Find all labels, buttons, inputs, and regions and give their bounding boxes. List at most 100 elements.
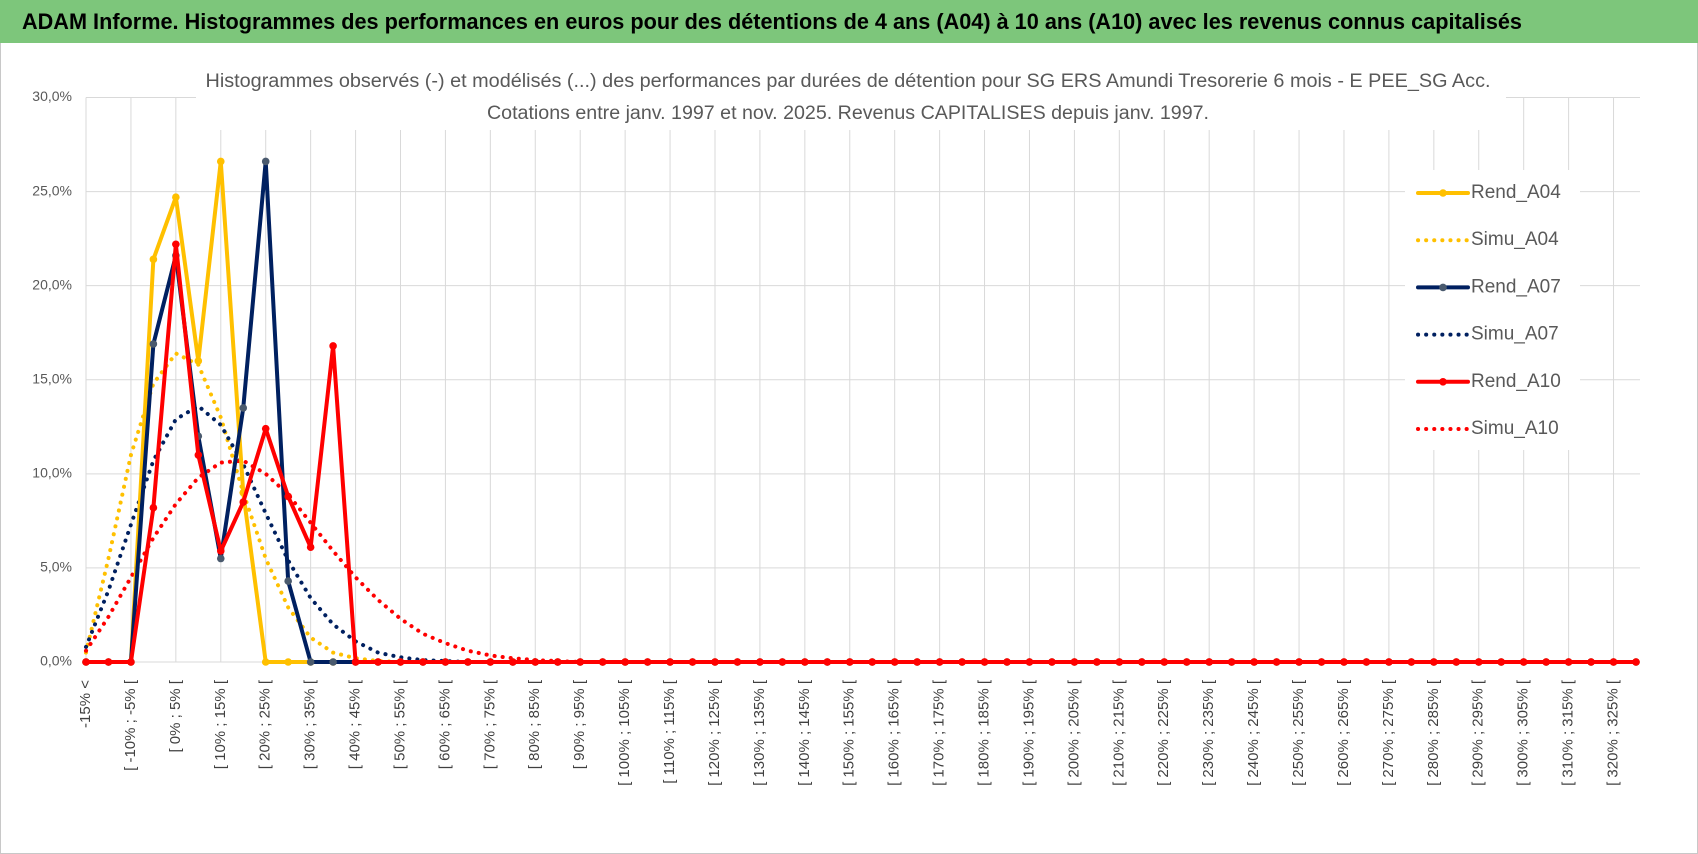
marker — [1137, 658, 1146, 666]
marker — [1227, 658, 1236, 666]
marker — [306, 543, 315, 552]
marker — [688, 658, 697, 666]
x-tick-label: [ 240% ; 245% [ — [1245, 679, 1262, 786]
marker — [1070, 658, 1079, 666]
marker — [216, 547, 225, 555]
marker — [913, 658, 921, 666]
marker — [396, 658, 405, 666]
marker — [1474, 658, 1483, 666]
marker — [261, 157, 270, 166]
marker — [1182, 658, 1191, 666]
x-tick-label: [ 20% ; 25% [ — [257, 679, 274, 769]
x-tick-label: [ 290% ; 295% [ — [1470, 679, 1487, 786]
x-tick-label: [ 310% ; 315% [ — [1560, 679, 1577, 786]
y-tick-label: 20,0% — [32, 276, 72, 292]
marker — [239, 404, 248, 412]
marker — [711, 658, 719, 666]
marker — [531, 658, 540, 666]
chart-title: Histogrammes observés (-) et modélisés (… — [206, 71, 1491, 92]
legend-label: Simu_A04 — [1471, 229, 1559, 250]
x-tick-label: [ 10% ; 15% [ — [212, 679, 229, 769]
x-tick-label: [ 50% ; 55% [ — [391, 679, 408, 769]
x-tick-label: [ 60% ; 65% [ — [436, 679, 453, 769]
marker — [823, 658, 832, 666]
x-tick-label: [ 80% ; 85% [ — [526, 679, 543, 769]
marker — [576, 658, 585, 666]
legend-label: Simu_A10 — [1471, 418, 1559, 439]
legend: Rend_A04 Simu_A04 Rend_A07 Simu_A07 Rend_A10… — [1405, 170, 1580, 450]
marker — [958, 658, 966, 666]
marker — [261, 658, 270, 666]
marker — [756, 658, 764, 666]
header-title: ADAM Informe. Histogrammes des performan… — [22, 9, 1522, 34]
x-tick-label: [ 300% ; 305% [ — [1515, 679, 1532, 786]
y-tick-label: 0,0% — [40, 653, 72, 669]
x-tick-label: [ 200% ; 205% [ — [1065, 679, 1082, 786]
marker — [509, 658, 517, 666]
x-tick-label: [ 90% ; 95% [ — [571, 679, 588, 769]
x-tick-label: [ 120% ; 125% [ — [706, 679, 723, 786]
legend-marker — [1439, 378, 1447, 386]
marker — [149, 503, 158, 512]
marker — [1385, 658, 1393, 666]
marker — [666, 658, 674, 666]
marker — [1430, 658, 1438, 666]
marker — [980, 658, 989, 666]
marker — [1587, 658, 1595, 666]
x-tick-label: [ 110% ; 115% [ — [661, 679, 678, 784]
header-bar — [0, 0, 1698, 43]
marker — [486, 658, 495, 666]
marker — [890, 658, 899, 666]
x-tick-label: [ 230% ; 235% [ — [1200, 679, 1217, 786]
marker — [284, 577, 292, 585]
marker — [1497, 658, 1506, 666]
marker — [284, 492, 292, 501]
legend-label: Rend_A04 — [1471, 182, 1561, 203]
x-tick-label: [ 140% ; 145% [ — [796, 679, 813, 786]
x-tick-label: [ 320% ; 325% [ — [1605, 679, 1622, 786]
marker — [239, 498, 248, 506]
title-background — [196, 64, 1506, 130]
marker — [1542, 658, 1550, 666]
x-tick-label: [ 100% ; 105% [ — [616, 679, 633, 786]
x-tick-label: [ 30% ; 35% [ — [302, 679, 319, 769]
marker — [127, 658, 135, 666]
x-tick-label: [ 270% ; 275% [ — [1380, 679, 1397, 786]
marker — [1362, 658, 1371, 666]
x-tick-label: [ 130% ; 135% [ — [751, 679, 768, 786]
marker — [374, 658, 382, 666]
marker — [1003, 658, 1011, 666]
marker — [845, 658, 854, 666]
x-tick-label: [ 190% ; 195% [ — [1020, 679, 1037, 786]
marker — [1632, 658, 1640, 666]
marker — [329, 342, 337, 350]
marker — [553, 658, 562, 666]
marker — [1250, 658, 1258, 666]
marker — [149, 255, 158, 264]
marker — [351, 658, 360, 666]
legend-label: Rend_A10 — [1471, 371, 1561, 392]
marker — [643, 658, 652, 666]
marker — [284, 658, 292, 666]
marker — [419, 658, 427, 666]
marker — [441, 658, 450, 666]
marker — [149, 340, 158, 348]
marker — [598, 658, 607, 666]
marker — [801, 658, 809, 666]
x-tick-label: [ 150% ; 155% [ — [841, 679, 858, 786]
x-tick-label: [ 250% ; 255% [ — [1290, 679, 1307, 786]
marker — [935, 658, 944, 666]
marker — [194, 357, 203, 365]
x-tick-label: [ 180% ; 185% [ — [976, 679, 993, 786]
marker — [1160, 658, 1169, 666]
series-line — [84, 242, 1638, 664]
x-tick-label: [ 160% ; 165% [ — [886, 679, 903, 786]
marker — [216, 157, 225, 166]
x-tick-label: [ 220% ; 225% [ — [1155, 679, 1172, 786]
x-tick-label: [ -10% ; -5% [ — [122, 679, 139, 771]
plot-area: -15% < [ -10% ; -5% [[ 0% ; 5% [[ 10% ; 1… — [32, 88, 1640, 786]
marker — [464, 658, 472, 666]
marker — [1205, 658, 1213, 666]
x-tick-label: -15% < — [77, 680, 94, 728]
